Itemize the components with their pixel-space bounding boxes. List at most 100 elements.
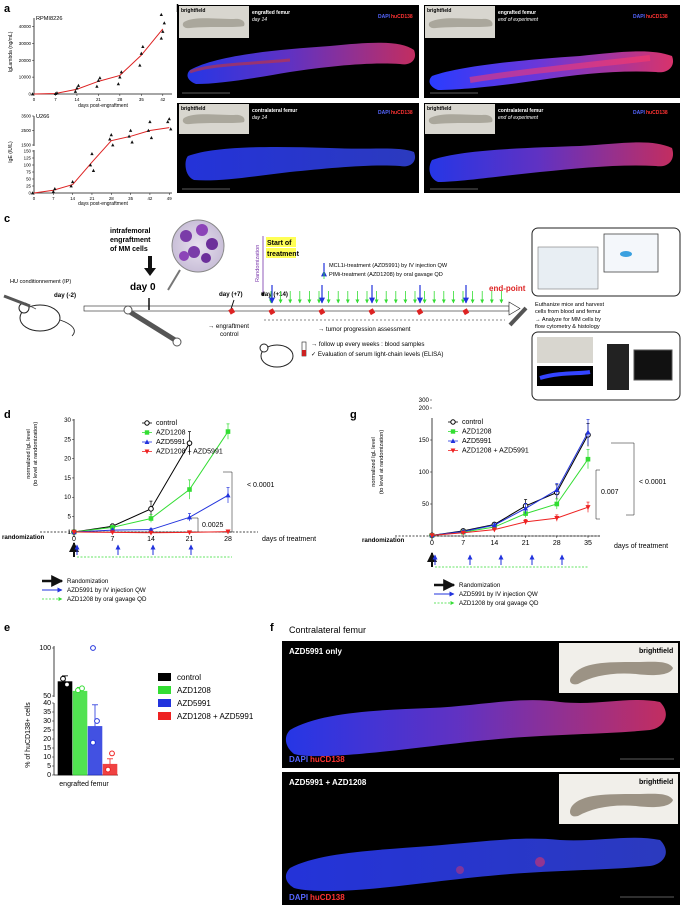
tile-2-hucd138: huCD138 bbox=[646, 14, 668, 20]
chart-a-bottom-xtick-label: 7 bbox=[52, 196, 55, 201]
chart-e-ytick-label: 0 bbox=[47, 772, 51, 779]
chart-d-xlabel: days of treatment bbox=[262, 536, 316, 543]
chart-a-bottom-point bbox=[148, 120, 152, 124]
tile-1-title: engrafted femur bbox=[252, 10, 290, 16]
bone-icon bbox=[123, 305, 182, 347]
chart-a-bottom-ytick-label: 150 bbox=[24, 149, 32, 154]
chart-a-bottom-point bbox=[127, 134, 131, 138]
chart-a-top-ytick-label: 10000 bbox=[19, 75, 32, 80]
chart-a-top-point bbox=[138, 63, 142, 67]
chart-d-legend-azd1208: AZD1208 by oral gavage QD bbox=[67, 596, 147, 603]
chart-a-bottom-point bbox=[69, 184, 73, 188]
chart-a-bottom-point bbox=[108, 137, 112, 141]
chart-a-bottom-xtick-label: 21 bbox=[90, 196, 95, 201]
chart-d-legend-marker bbox=[144, 449, 150, 455]
panel-a-letter: a bbox=[4, 3, 11, 15]
chart-d-point bbox=[225, 529, 231, 535]
tile-f-top-hucd138: huCD138 bbox=[310, 755, 345, 764]
chart-d-ylabel-1: normalized IgL level bbox=[26, 429, 32, 479]
chart-d-ylabel-2: (to level at randomization) bbox=[33, 422, 39, 486]
chart-g-point bbox=[585, 429, 591, 435]
chart-g-xtick-label: 35 bbox=[584, 540, 592, 547]
chart-a-bottom-ytick-label: 1500 bbox=[21, 143, 31, 148]
chart-a-bottom-point bbox=[167, 117, 171, 121]
chart-d: normalized IgL level (to level at random… bbox=[2, 417, 316, 603]
tile-4-sub: end of experiment bbox=[498, 115, 539, 121]
start-label-2: treatment bbox=[267, 251, 300, 258]
chart-e-legend-label: control bbox=[177, 673, 201, 682]
chart-a-bottom-point bbox=[53, 187, 57, 191]
chart-a-bottom: U266 IgE (IU/L) days post-engraftment 0 2… bbox=[8, 114, 173, 207]
chart-g: normalized IgL level (to level at random… bbox=[362, 397, 668, 607]
down-arrow-icon bbox=[144, 256, 156, 276]
euth-label-4: flow cytometry & histology bbox=[535, 324, 600, 330]
chart-a-top-point bbox=[118, 75, 122, 79]
chart-a-bottom-ytick-label: 2500 bbox=[21, 128, 31, 133]
chart-a-bottom-fit-line bbox=[33, 127, 170, 194]
chart-a-bottom-point bbox=[146, 128, 151, 132]
chart-d-ytick-label: 20 bbox=[64, 456, 71, 463]
chart-d-legend-marker bbox=[144, 420, 150, 426]
chart-a-bottom-point bbox=[166, 120, 170, 124]
chart-a-top-xtick-label: 35 bbox=[139, 97, 144, 102]
pimi-label: PIMi-treatment (AZD1208) by oral gavage … bbox=[329, 272, 443, 278]
chart-g-point bbox=[429, 533, 435, 539]
euth-label-3: → Analyze for MM cells by bbox=[535, 317, 601, 323]
chart-a-bottom-point bbox=[30, 191, 35, 195]
day-minus2-label: day (-2) bbox=[54, 292, 76, 299]
chart-e-ytick-label: 30 bbox=[43, 718, 51, 725]
panel-c-schema: HU conditionnement (IP) day (-2) intrafe… bbox=[3, 219, 681, 401]
euth-label-2: cells from blood and femur bbox=[535, 309, 601, 315]
chart-g-ytick-label: 150 bbox=[419, 437, 430, 444]
chart-g-legend-marker bbox=[450, 429, 456, 434]
chart-g-point bbox=[585, 456, 591, 462]
chart-e-legend-label: AZD1208 bbox=[177, 686, 211, 695]
chart-a-top-point bbox=[75, 86, 79, 90]
chart-a-top-xtick-label: 42 bbox=[160, 97, 165, 102]
chart-e-legend-label: AZD5991 bbox=[177, 699, 211, 708]
chart-g-series-line bbox=[431, 506, 589, 536]
chart-a-top-title: RPMI8226 bbox=[36, 16, 62, 22]
tile-f-top-label: AZD5991 only bbox=[289, 647, 342, 656]
chart-d-xtick-label: 0 bbox=[72, 536, 76, 543]
chart-g-point bbox=[585, 505, 591, 510]
chart-a-top-xlabel: days post-engraftment bbox=[78, 103, 128, 109]
tile-f-top-brightfield: brightfield bbox=[639, 648, 673, 655]
chart-g-ytick-label: 50 bbox=[422, 501, 429, 508]
chart-a-bottom-ytick-label: 0 bbox=[29, 191, 32, 196]
chart-g-legend-label: control bbox=[462, 419, 483, 426]
chart-g-xtick-label: 28 bbox=[553, 540, 561, 547]
chart-g-point bbox=[523, 519, 529, 525]
tile-engrafted-day14: brightfield engrafted femur day 14 DAPI … bbox=[177, 5, 419, 98]
chart-a-bottom-point bbox=[91, 168, 96, 172]
chart-g-point bbox=[554, 501, 560, 507]
chart-g-randomization: randomization bbox=[362, 537, 405, 544]
elisa-label: ✓ Evaluation of serum light-chain levels… bbox=[311, 351, 443, 358]
day14-label: day (+14) bbox=[261, 291, 288, 298]
day0-label: day 0 bbox=[130, 282, 156, 293]
tile-4-dapi: DAPI bbox=[633, 110, 646, 116]
chart-d-legend-label: AZD5991 bbox=[156, 439, 186, 446]
tile-1-dapi: DAPI bbox=[378, 14, 391, 20]
chart-e-legend-swatch bbox=[158, 686, 171, 694]
chart-a-top-ytick-label: 40000 bbox=[19, 24, 32, 29]
tile-1-sub: day 14 bbox=[252, 17, 267, 23]
chart-d-ytick-label: 5 bbox=[68, 514, 72, 521]
cytometer-icon bbox=[537, 246, 599, 290]
chart-g-point bbox=[554, 487, 560, 492]
chart-e-bar bbox=[87, 726, 103, 776]
chart-g-legend-label: AZD5991 bbox=[462, 438, 492, 445]
tile-4-hucd138: huCD138 bbox=[646, 110, 668, 116]
chart-e-point bbox=[90, 739, 96, 746]
chart-a-bottom-point bbox=[90, 152, 94, 156]
chart-a-top-ytick-label: 20000 bbox=[19, 58, 32, 63]
chart-a-top-point bbox=[139, 51, 143, 55]
engraft-control-2: control bbox=[220, 331, 239, 338]
chart-a-top-xtick-label: 7 bbox=[54, 97, 57, 102]
chart-a-top-point bbox=[73, 89, 78, 93]
tile-f-top-dapi: DAPI bbox=[289, 755, 308, 764]
chart-g-point bbox=[460, 530, 466, 536]
chart-a-top-point bbox=[159, 12, 163, 16]
chart-a-bottom-xtick-label: 42 bbox=[147, 196, 152, 201]
scanner-icon bbox=[607, 344, 629, 390]
